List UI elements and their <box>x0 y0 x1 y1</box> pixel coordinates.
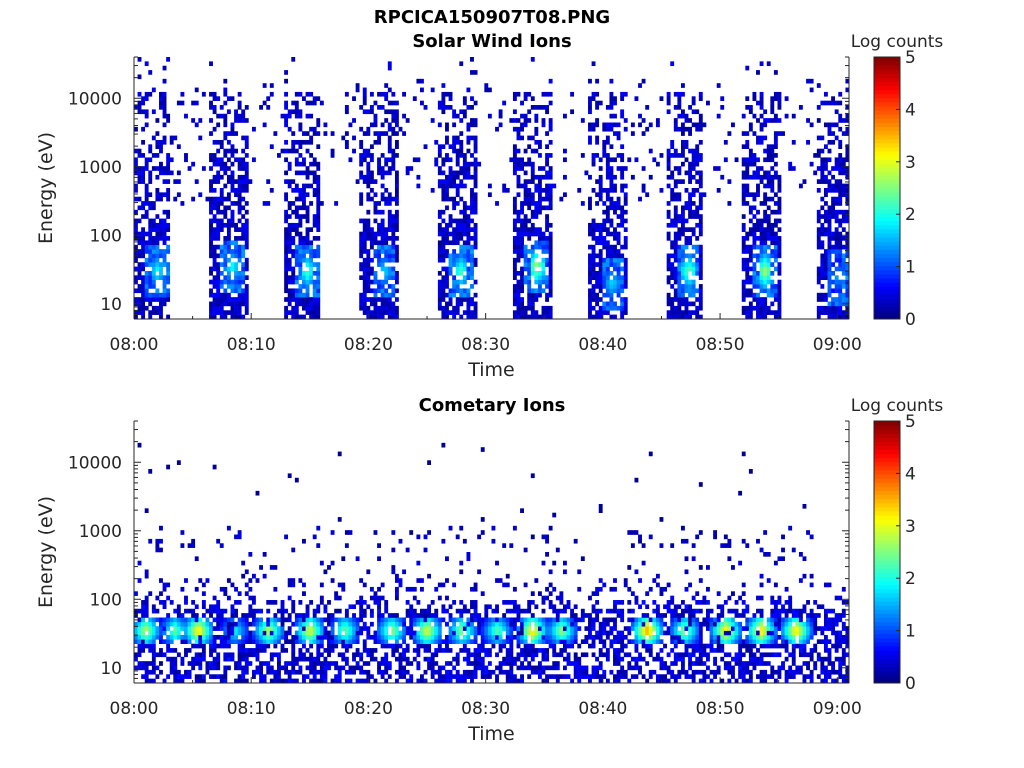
colorbar-tick-label: 4 <box>905 100 916 120</box>
colorbar-tick-label: 3 <box>905 517 916 537</box>
colorbar-label: Log counts <box>851 396 944 416</box>
x-tick-label: 09:00 <box>813 699 862 719</box>
colorbar-tick-label: 1 <box>905 622 916 642</box>
colorbar-frame <box>873 56 901 320</box>
x-tick-label: 08:20 <box>344 335 393 355</box>
spectrogram-cells <box>134 57 850 320</box>
colorbar-label: Log counts <box>851 32 944 52</box>
colorbar-tick-label: 1 <box>905 258 916 278</box>
y-tick-label: 10 <box>100 295 122 315</box>
x-tick-label: 08:40 <box>578 699 627 719</box>
x-tick-label: 08:50 <box>696 699 745 719</box>
x-tick-label: 08:30 <box>461 335 510 355</box>
y-tick-label: 100 <box>90 590 122 610</box>
x-tick-label: 08:50 <box>696 335 745 355</box>
colorbar-frame <box>873 420 901 684</box>
x-axis-label: Time <box>467 359 515 381</box>
panel-1: 08:00 08:10 08:20 08:30 08:40 08:50 09:0010100… <box>35 32 943 381</box>
y-tick-label: 10000 <box>68 89 122 109</box>
x-tick-label: 08:00 <box>110 335 159 355</box>
x-tick-label: 08:10 <box>227 699 276 719</box>
x-tick-label: 08:30 <box>461 699 510 719</box>
panel-2: 08:00 08:10 08:20 08:30 08:40 08:50 09:0010100… <box>35 396 943 745</box>
colorbar-tick-label: 5 <box>905 412 916 432</box>
figure-title: RPCICA150907T08.PNG <box>373 7 611 28</box>
y-axis-label: Energy (eV) <box>35 496 57 608</box>
panel-2-title: Cometary Ions <box>418 395 566 416</box>
y-tick-label: 1000 <box>79 522 122 542</box>
y-tick-label: 100 <box>90 226 122 246</box>
colorbar-tick-label: 0 <box>905 674 916 694</box>
x-tick-label: 08:10 <box>227 335 276 355</box>
colorbar-tick-label: 4 <box>905 464 916 484</box>
x-tick-label: 09:00 <box>813 335 862 355</box>
spectrogram-cells <box>134 442 850 684</box>
y-tick-label: 10000 <box>68 453 122 473</box>
x-tick-label: 08:00 <box>110 699 159 719</box>
colorbar-tick-label: 3 <box>905 153 916 173</box>
colorbar-tick-label: 2 <box>905 569 916 589</box>
x-tick-label: 08:20 <box>344 699 393 719</box>
y-tick-label: 10 <box>100 659 122 679</box>
panel-1-title: Solar Wind Ions <box>412 31 572 52</box>
colorbar-tick-label: 5 <box>905 48 916 68</box>
y-tick-label: 1000 <box>79 158 122 178</box>
x-tick-label: 08:40 <box>578 335 627 355</box>
x-axis-label: Time <box>467 723 515 745</box>
y-axis-label: Energy (eV) <box>35 132 57 244</box>
colorbar-tick-label: 2 <box>905 205 916 225</box>
colorbar-tick-label: 0 <box>905 310 916 330</box>
